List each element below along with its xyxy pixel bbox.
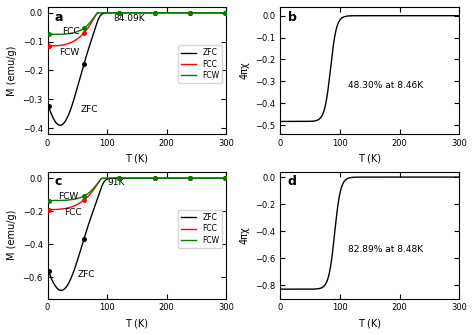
FCW bbox=[185, 11, 191, 15]
X-axis label: T (K): T (K) bbox=[126, 318, 148, 328]
FCW bbox=[223, 11, 229, 15]
Legend: ZFC, FCC, FCW: ZFC, FCC, FCW bbox=[178, 210, 222, 248]
ZFC bbox=[223, 11, 229, 15]
X-axis label: T (K): T (K) bbox=[358, 153, 381, 163]
FCC bbox=[45, 208, 51, 212]
FCW bbox=[45, 32, 51, 37]
Line: FCC: FCC bbox=[48, 178, 226, 210]
FCC bbox=[219, 176, 224, 180]
FCC bbox=[185, 176, 191, 180]
FCW bbox=[185, 176, 191, 180]
X-axis label: T (K): T (K) bbox=[126, 153, 148, 163]
Y-axis label: 4πχ: 4πχ bbox=[240, 226, 250, 244]
ZFC bbox=[219, 176, 224, 180]
ZFC bbox=[219, 176, 224, 180]
Line: FCW: FCW bbox=[48, 178, 226, 201]
FCC bbox=[99, 176, 105, 180]
FCW bbox=[54, 32, 60, 36]
ZFC bbox=[127, 176, 133, 180]
Text: a: a bbox=[55, 11, 63, 24]
Line: ZFC: ZFC bbox=[48, 13, 226, 125]
Text: ZFC: ZFC bbox=[81, 105, 98, 114]
FCC bbox=[223, 176, 229, 180]
Y-axis label: M (emu/g): M (emu/g) bbox=[7, 45, 17, 95]
FCC bbox=[218, 11, 224, 15]
FCW bbox=[99, 176, 105, 180]
FCW bbox=[95, 11, 100, 15]
FCC bbox=[185, 11, 191, 15]
FCC bbox=[54, 44, 60, 48]
FCW bbox=[127, 11, 133, 15]
FCW bbox=[218, 176, 224, 180]
ZFC bbox=[219, 11, 224, 15]
FCC bbox=[219, 11, 224, 15]
Y-axis label: 4πχ: 4πχ bbox=[240, 62, 250, 79]
Text: 91K: 91K bbox=[107, 178, 125, 187]
FCC bbox=[223, 11, 229, 15]
ZFC bbox=[132, 176, 137, 180]
ZFC bbox=[185, 176, 191, 180]
ZFC bbox=[45, 267, 51, 271]
ZFC bbox=[187, 176, 192, 180]
FCC bbox=[95, 11, 100, 15]
FCW bbox=[132, 176, 137, 180]
FCC bbox=[45, 44, 51, 48]
Y-axis label: M (emu/g): M (emu/g) bbox=[7, 210, 17, 260]
Text: b: b bbox=[288, 11, 296, 24]
Text: FCW: FCW bbox=[58, 192, 79, 201]
Line: FCC: FCC bbox=[48, 13, 226, 46]
ZFC bbox=[223, 176, 229, 180]
Text: c: c bbox=[55, 176, 62, 189]
FCW bbox=[219, 11, 224, 15]
FCW bbox=[223, 176, 229, 180]
FCW bbox=[132, 11, 137, 15]
FCW bbox=[219, 176, 224, 180]
Text: ZFC: ZFC bbox=[77, 270, 95, 279]
FCC bbox=[132, 176, 137, 180]
Text: FCC: FCC bbox=[63, 27, 80, 37]
Text: 82.89% at 8.48K: 82.89% at 8.48K bbox=[348, 245, 423, 254]
FCW bbox=[45, 199, 51, 203]
ZFC bbox=[57, 123, 63, 127]
Text: 48.30% at 8.46K: 48.30% at 8.46K bbox=[348, 81, 423, 89]
ZFC bbox=[45, 102, 51, 106]
FCW bbox=[54, 199, 60, 203]
ZFC bbox=[54, 122, 60, 126]
Line: ZFC: ZFC bbox=[48, 178, 226, 290]
ZFC bbox=[182, 11, 188, 15]
FCC bbox=[54, 207, 60, 211]
FCW bbox=[127, 176, 133, 180]
ZFC bbox=[132, 11, 137, 15]
ZFC bbox=[186, 11, 191, 15]
Text: d: d bbox=[288, 176, 296, 189]
Line: FCW: FCW bbox=[48, 13, 226, 35]
FCW bbox=[218, 11, 224, 15]
X-axis label: T (K): T (K) bbox=[358, 318, 381, 328]
FCC bbox=[127, 11, 133, 15]
Text: FCC: FCC bbox=[64, 208, 82, 216]
FCC bbox=[218, 176, 224, 180]
Text: 84.09K: 84.09K bbox=[113, 14, 145, 23]
Legend: ZFC, FCC, FCW: ZFC, FCC, FCW bbox=[178, 45, 222, 83]
ZFC bbox=[219, 11, 224, 15]
FCC bbox=[132, 11, 137, 15]
FCC bbox=[127, 176, 133, 180]
Text: FCW: FCW bbox=[60, 48, 80, 57]
ZFC bbox=[54, 286, 60, 290]
ZFC bbox=[58, 288, 64, 292]
ZFC bbox=[127, 11, 133, 15]
